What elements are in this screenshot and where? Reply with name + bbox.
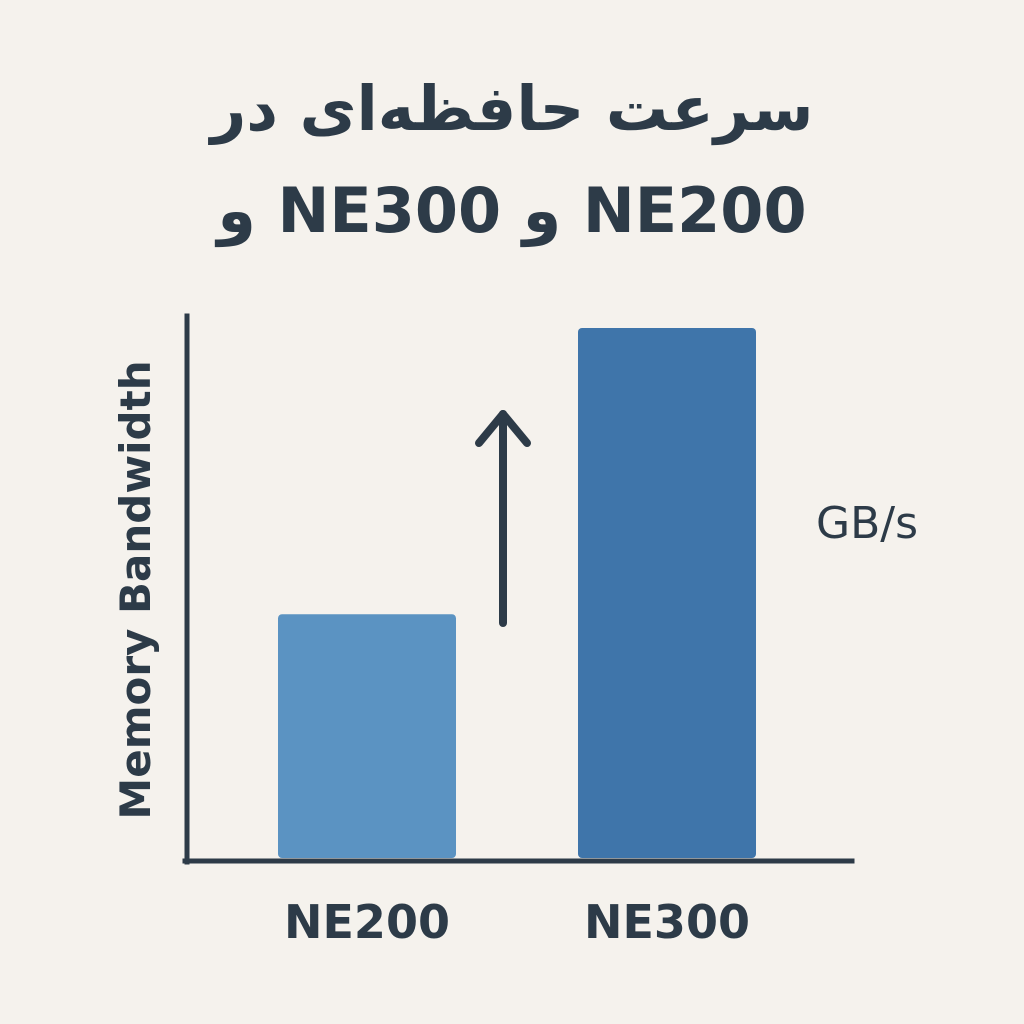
y-axis-label: Memory Bandwidth: [111, 360, 160, 819]
up-arrow-icon: [475, 410, 531, 627]
x-tick-label-ne200: NE200: [284, 895, 450, 949]
x-tick-labels: NE200 NE300: [284, 895, 750, 949]
chart-title-line-1: سرعت حافظه‌ای در: [210, 72, 814, 145]
chart-title-line-2: NE200 و NE300 و: [217, 174, 807, 247]
bar-ne300: [578, 328, 756, 858]
bar-ne200: [278, 614, 456, 858]
bars-group: [278, 328, 756, 858]
x-tick-label-ne300: NE300: [584, 895, 750, 949]
unit-label: GB/s: [816, 498, 918, 549]
